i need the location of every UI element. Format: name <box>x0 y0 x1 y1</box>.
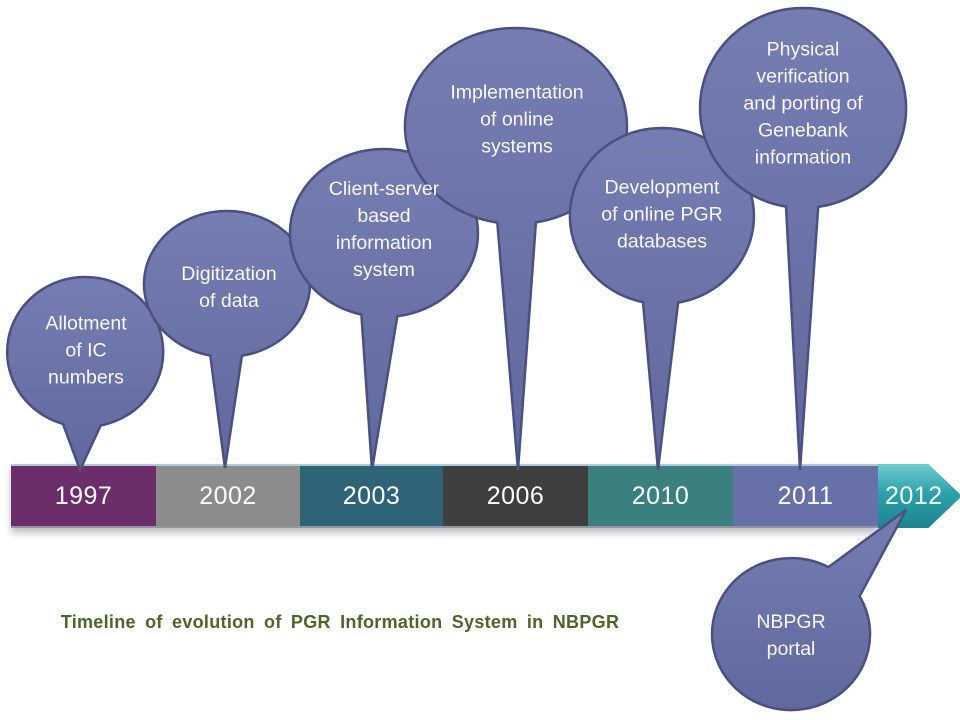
timeline-segment-2006: 2006 <box>443 466 588 526</box>
timeline-segment-2010: 2010 <box>588 466 733 526</box>
year-label-2002: 2002 <box>199 481 257 510</box>
slide-caption: Timeline of evolution of PGR Information… <box>60 612 620 632</box>
balloon-client-server-shape <box>288 147 480 471</box>
balloon-development-shape <box>568 126 756 471</box>
balloon-nbpgr-portal-label: NBPGR portal <box>756 611 826 660</box>
timeline-segment-2011: 2011 <box>733 466 878 526</box>
balloon-allotment-shape <box>5 275 165 474</box>
timeline-segment-1997: 1997 <box>11 466 156 526</box>
year-label-2012: 2012 <box>885 481 943 510</box>
year-label-2011: 2011 <box>777 481 834 510</box>
timeline-segment-2002: 2002 <box>156 466 300 526</box>
balloon-development-label: Development of online PGR databases <box>601 176 723 253</box>
timeline-bar: 1997 2002 2003 2006 2010 2011 <box>11 464 878 528</box>
balloon-nbpgr-portal-shape <box>710 508 908 712</box>
balloon-physical-verification-label: Physical verification and porting of Gen… <box>743 38 863 169</box>
balloon-digitization-shape <box>142 209 312 469</box>
balloon-client-server-label: Client-server based information system <box>328 178 440 281</box>
year-label-2006: 2006 <box>486 481 545 510</box>
balloon-allotment-label: Allotment of IC numbers <box>45 312 127 389</box>
year-label-2010: 2010 <box>631 481 690 510</box>
balloon-digitization-label: Digitization of data <box>181 263 277 312</box>
balloon-implementation-label: Implementation of online systems <box>450 81 584 158</box>
timeline-segment-2003: 2003 <box>300 466 443 526</box>
year-label-2003: 2003 <box>342 481 401 510</box>
year-label-1997: 1997 <box>54 481 113 510</box>
balloon-physical-verification-shape <box>698 6 908 471</box>
